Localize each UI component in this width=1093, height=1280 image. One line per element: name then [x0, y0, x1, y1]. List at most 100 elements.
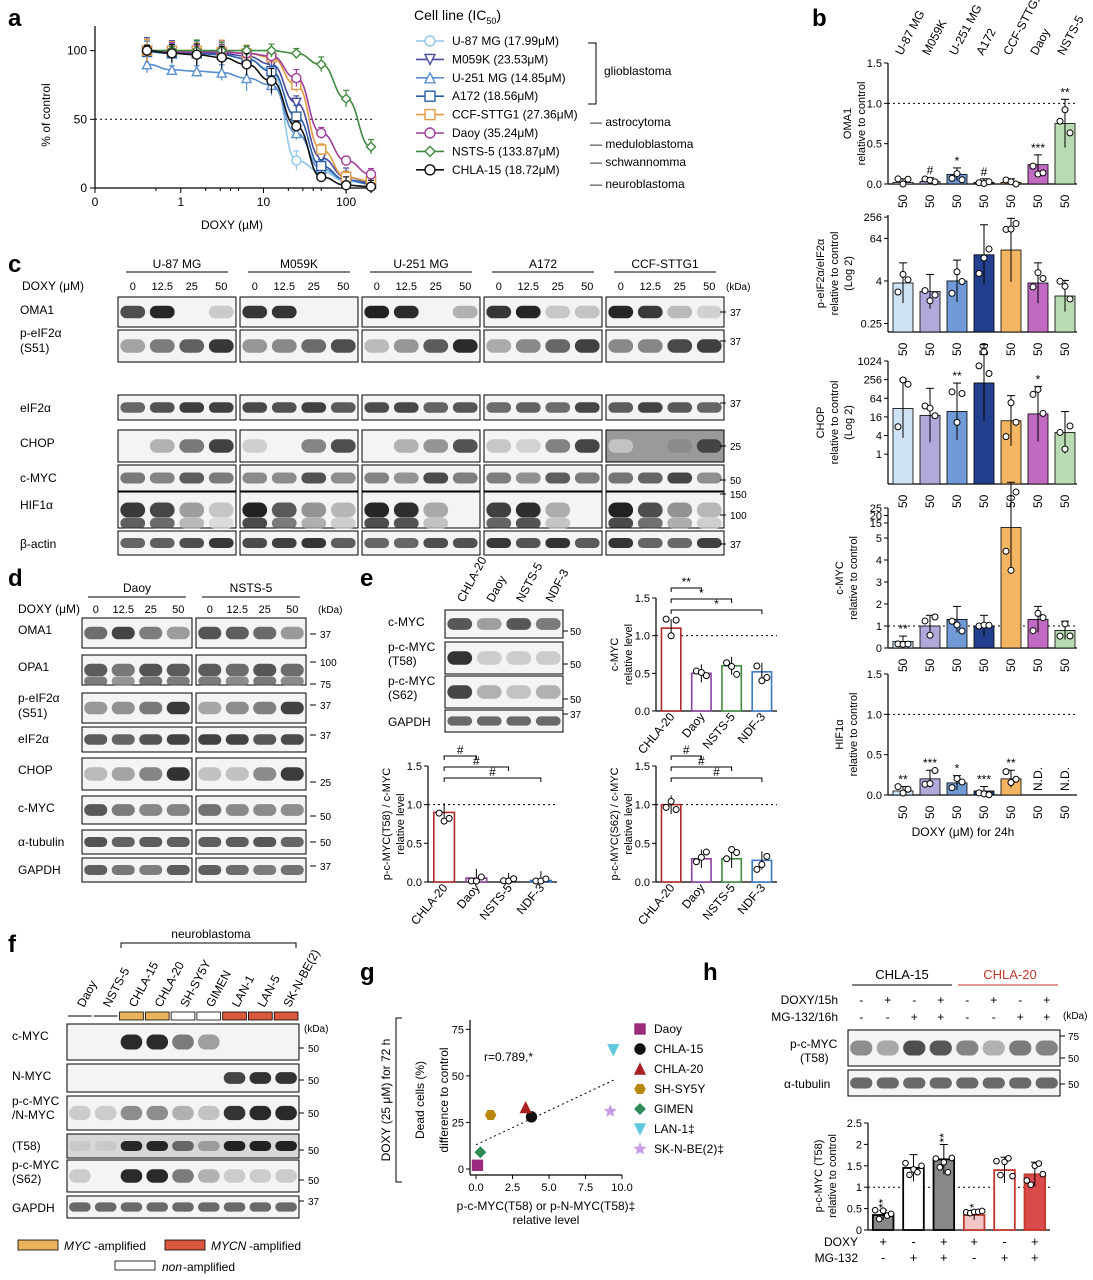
- e-x-label: NSTS-5: [700, 710, 738, 752]
- blot-band: [242, 472, 268, 484]
- e-y-tick-label: 1.5: [635, 593, 650, 605]
- c-row-label: HIF1α: [20, 498, 53, 512]
- e-y-label: c-MYC: [609, 638, 621, 672]
- blot-band: [876, 1040, 899, 1056]
- g-legend-marker: [633, 1062, 647, 1075]
- blot-band: [280, 836, 304, 848]
- g-legend-marker: [633, 1142, 647, 1155]
- blot-band: [535, 685, 561, 699]
- b-x-label: 50: [977, 805, 991, 819]
- blot-band: [486, 472, 512, 484]
- h-dot: [1039, 1170, 1047, 1178]
- a-data-point: [216, 66, 228, 78]
- e-dot: [758, 860, 766, 868]
- g-data-point: [519, 1100, 532, 1114]
- blot-band: [253, 626, 277, 640]
- blot-band: [1035, 1077, 1058, 1089]
- blot-band: [280, 626, 304, 640]
- a-data-point: [340, 93, 352, 105]
- b-dot: [1029, 390, 1037, 398]
- blot-band: [364, 305, 390, 319]
- h-dot: [1005, 1154, 1012, 1162]
- blot-band: [982, 1077, 1005, 1089]
- g-x-label: p-c-MYC(T58) or p-N-MYC(T58)‡: [457, 1199, 636, 1213]
- e-sig: **: [682, 575, 692, 589]
- b-dot: [1039, 409, 1047, 417]
- e-x-label: Daoy: [679, 710, 708, 740]
- blot-band: [452, 305, 478, 319]
- blot-band: [696, 305, 722, 319]
- blot-band: [545, 305, 571, 319]
- blot-band: [330, 537, 356, 549]
- blot-band: [225, 734, 249, 745]
- a-data-point: [340, 180, 352, 191]
- panel-letter-d: d: [8, 565, 23, 592]
- blot-band: [515, 339, 541, 353]
- blot-frame: [444, 709, 564, 733]
- blot-band: [447, 716, 473, 726]
- e-lane-label: Daoy: [484, 573, 510, 604]
- blot-band: [506, 651, 532, 665]
- blot-band: [364, 402, 390, 413]
- blot-band: [223, 1202, 246, 1212]
- blot-band: [506, 716, 532, 726]
- c-cell-line: CCF-STTG1: [631, 257, 699, 271]
- blot-band: [637, 537, 663, 549]
- f-legend-myc-swatch: [17, 1239, 59, 1251]
- blot-band: [393, 402, 419, 413]
- f-row-label: p-c-MYC: [12, 1094, 60, 1108]
- g-data-point: [603, 1104, 617, 1117]
- blot-band: [166, 836, 190, 848]
- d-row-label: (S51): [18, 706, 47, 720]
- blot-band: [253, 734, 277, 745]
- a-legend-label: U-87 MG (17.99μM): [452, 34, 559, 48]
- e-dot: [542, 875, 550, 883]
- panel-letter-b: b: [812, 5, 827, 32]
- b-dot: [980, 348, 988, 356]
- blot-band: [476, 618, 502, 630]
- h-y-tick-label: 2: [856, 1139, 862, 1151]
- f-group-label: neuroblastoma: [171, 927, 251, 941]
- b-y-tick-label: 2: [876, 599, 882, 611]
- e-dot: [733, 849, 741, 857]
- g-legend-label: SK-N-BE(2)‡: [654, 1142, 724, 1156]
- a-data-point: [291, 72, 302, 84]
- g-y-label: difference to control: [437, 1047, 451, 1152]
- d-marker: 37: [320, 701, 332, 712]
- blot-band: [850, 1040, 873, 1056]
- a-legend-label: CCF-STTG1 (27.36μM): [452, 108, 578, 122]
- blot-band: [330, 472, 356, 484]
- blot-band: [149, 517, 175, 529]
- blot-band: [84, 626, 108, 640]
- blot-band: [301, 517, 327, 529]
- blot-band: [179, 402, 205, 413]
- h-row-label: α-tubulin: [784, 1077, 830, 1091]
- f-legend-non-rest: -amplified: [183, 1260, 235, 1274]
- b-x-label: 50: [1004, 658, 1018, 672]
- g-y-bracket: [395, 1017, 402, 1183]
- b-dot: [985, 369, 993, 377]
- g-legend-marker: [634, 1103, 646, 1115]
- e-x-label: NSTS-5: [700, 881, 738, 923]
- blot-band: [223, 1105, 246, 1121]
- blot-band: [929, 1077, 952, 1089]
- e-y-tick-label: 1.5: [407, 761, 422, 773]
- d-treatment-label: DOXY (μM): [18, 602, 80, 616]
- e-sig-bracket: [443, 766, 510, 771]
- blot-band: [275, 1140, 297, 1152]
- b-x-label: 50: [1031, 658, 1045, 672]
- blot-band: [330, 339, 356, 353]
- blot-band: [608, 537, 634, 549]
- a-data-point: [291, 120, 302, 132]
- e-marker: 50: [570, 660, 582, 671]
- blot-band: [84, 767, 108, 781]
- blot-band: [242, 517, 268, 529]
- h-treat-label: DOXY/15h: [781, 993, 838, 1007]
- b-header-label: A172: [973, 26, 999, 58]
- a-data-point: [216, 52, 227, 63]
- a-data-point: [290, 126, 302, 139]
- e-lane-label: NSTS-5: [513, 560, 546, 605]
- e-sig-bracket: [670, 598, 733, 603]
- blot-band: [275, 1072, 297, 1084]
- blot-band: [637, 472, 663, 484]
